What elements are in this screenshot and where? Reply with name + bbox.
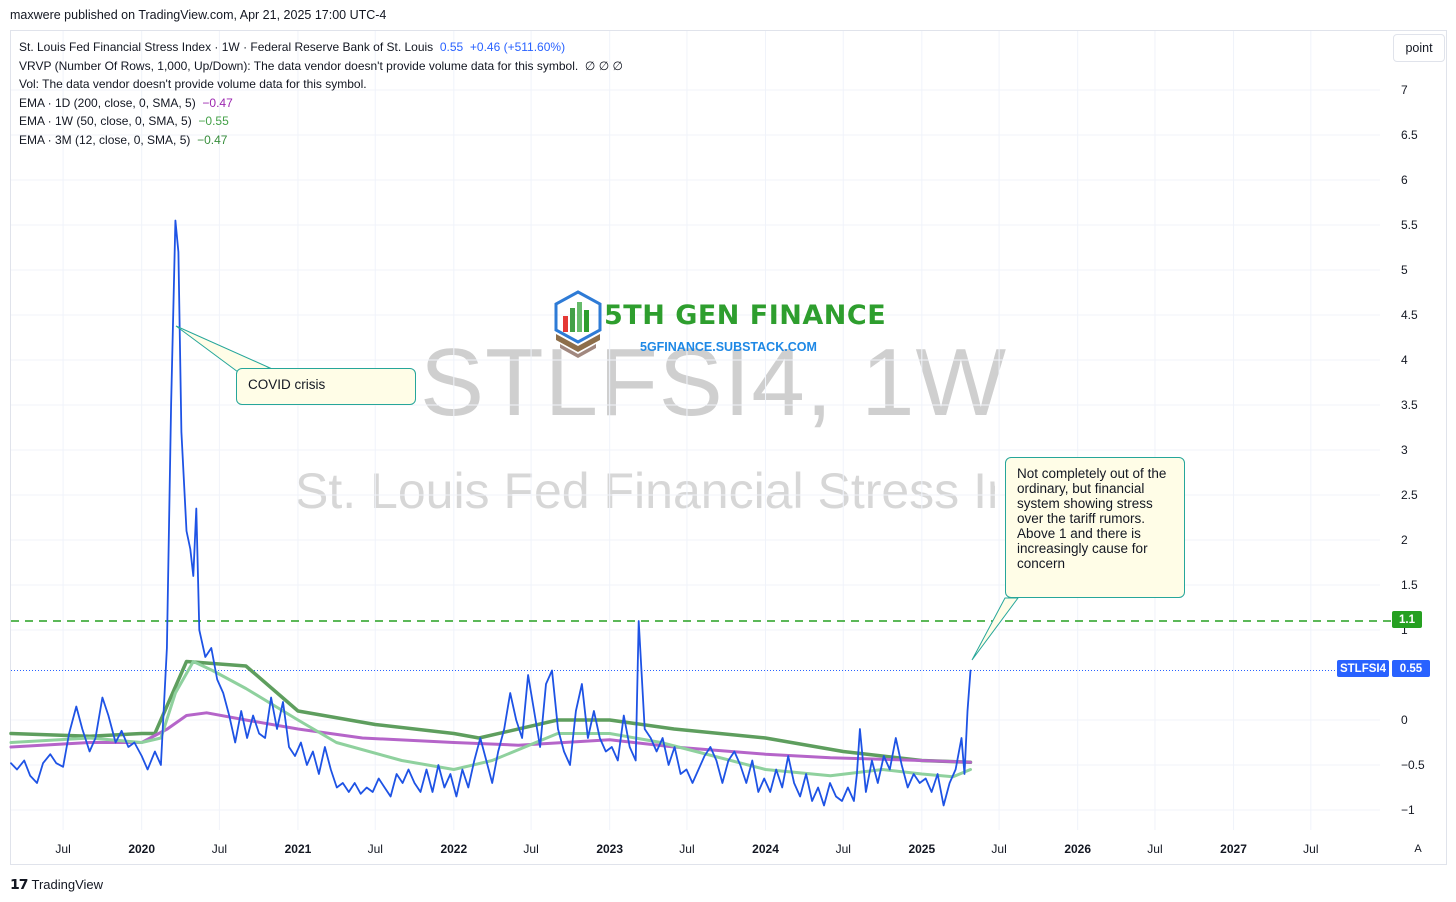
y-tick-label: 7 — [1401, 83, 1408, 97]
legend-vrvp-values: ∅ ∅ ∅ — [584, 58, 623, 73]
x-tick-label: 2022 — [440, 842, 467, 856]
series-ema-3m — [9, 659, 973, 765]
symbol-tag: STLFSI4 — [1337, 660, 1389, 677]
x-tick-label: 2025 — [908, 842, 935, 856]
legend-ema-3m[interactable]: EMA · 3M (12, close, 0, SMA, 5) — [19, 132, 191, 147]
tradingview-mark-icon: 𝟭𝟳 — [10, 876, 29, 892]
legend-change: +0.46 (+511.60%) — [469, 40, 566, 54]
y-tick-label: −1 — [1401, 803, 1415, 817]
series-stlfsi4 — [10, 219, 972, 807]
legend-ema-1w[interactable]: EMA · 1W (50, close, 0, SMA, 5) — [19, 114, 192, 129]
y-tick-label: −0.5 — [1401, 758, 1425, 772]
auto-scale-button[interactable]: A — [1414, 843, 1422, 855]
x-tick-label: Jul — [1303, 842, 1318, 856]
y-tick-label: 5.5 — [1401, 218, 1418, 232]
scale-mode-button[interactable]: point — [1393, 34, 1445, 62]
x-tick-label: Jul — [212, 842, 227, 856]
y-tick-label: 4 — [1401, 353, 1408, 367]
logo-emblem-icon — [554, 290, 602, 358]
x-tick-label: Jul — [368, 842, 383, 856]
y-tick-label: 6 — [1401, 173, 1408, 187]
last-price-tag: 0.55 — [1392, 660, 1430, 677]
x-axis-ticks: Jul 2020 Jul 2021 Jul 2022 Jul 2023 Jul 2024 Jul 20… — [55, 842, 1318, 856]
callout-tariff[interactable]: Not completely out of the ordinary, but … — [1005, 457, 1185, 598]
x-tick-label: Jul — [679, 842, 694, 856]
watermark-name: St. Louis Fed Financial Stress In — [295, 463, 995, 519]
y-tick-label: 4.5 — [1401, 308, 1418, 322]
legend-ema-1w-value: −0.55 — [198, 114, 229, 129]
y-tick-label: 2.5 — [1401, 488, 1418, 502]
x-tick-label: 2026 — [1064, 842, 1091, 856]
legend-ema-1d-value: −0.47 — [202, 95, 233, 110]
x-tick-label: Jul — [523, 842, 538, 856]
tradingview-brand: TradingView — [31, 877, 104, 892]
x-tick-label: 2023 — [596, 842, 623, 856]
callout-covid[interactable]: COVID crisis — [236, 368, 416, 405]
y-tick-label: 5 — [1401, 263, 1408, 277]
series-ema-1w — [9, 660, 972, 779]
x-tick-label: Jul — [836, 842, 851, 856]
y-tick-label: 0 — [1401, 713, 1408, 727]
series-group — [9, 219, 973, 807]
y-tick-label: 1 — [1401, 623, 1408, 637]
chart-frame[interactable] — [10, 30, 1447, 865]
tariff-callout-pointer — [971, 597, 1019, 661]
publisher-line: maxwere published on TradingView.com, Ap… — [10, 8, 387, 22]
y-axis-ticks: 7 6.5 6 5.5 5 4.5 4 3.5 3 2.5 2 1.5 1 0 −0.5 −1 — [1401, 83, 1425, 817]
tradingview-logo[interactable]: 𝟭𝟳 TradingView — [10, 876, 103, 893]
brand-logo: 5TH GEN FINANCE 5GFINANCE.SUBSTACK.COM — [552, 290, 892, 362]
watermark-symbol: STLFSI4, 1W — [420, 329, 1008, 436]
logo-subtitle: 5GFINANCE.SUBSTACK.COM — [640, 340, 817, 354]
covid-callout-pointer — [175, 325, 272, 373]
x-tick-label: 2024 — [752, 842, 779, 856]
x-tick-label: Jul — [991, 842, 1006, 856]
chart-legend: St. Louis Fed Financial Stress Index · 1… — [19, 38, 623, 150]
x-tick-label: 2020 — [128, 842, 155, 856]
y-tick-label: 1.5 — [1401, 578, 1418, 592]
x-tick-label: Jul — [1147, 842, 1162, 856]
legend-ema-3m-value: −0.47 — [197, 132, 228, 147]
y-tick-label: 3.5 — [1401, 398, 1418, 412]
y-tick-label: 3 — [1401, 443, 1408, 457]
grid-lines — [11, 31, 1380, 830]
logo-title: 5TH GEN FINANCE — [604, 300, 887, 331]
legend-vrvp[interactable]: VRVP (Number Of Rows, 1,000, Up/Down): T… — [19, 58, 579, 73]
legend-last: 0.55 — [439, 40, 464, 54]
legend-title[interactable]: St. Louis Fed Financial Stress Index · 1… — [19, 40, 434, 54]
legend-ema-1d[interactable]: EMA · 1D (200, close, 0, SMA, 5) — [19, 95, 196, 110]
x-tick-label: Jul — [55, 842, 70, 856]
y-tick-label: 6.5 — [1401, 128, 1418, 142]
level-price-tag: 1.1 — [1392, 611, 1422, 628]
series-ema-1d — [9, 711, 972, 764]
legend-vol[interactable]: Vol: The data vendor doesn't provide vol… — [19, 77, 367, 92]
x-tick-label: 2021 — [285, 842, 312, 856]
y-tick-label: 2 — [1401, 533, 1408, 547]
x-tick-label: 2027 — [1220, 842, 1247, 856]
